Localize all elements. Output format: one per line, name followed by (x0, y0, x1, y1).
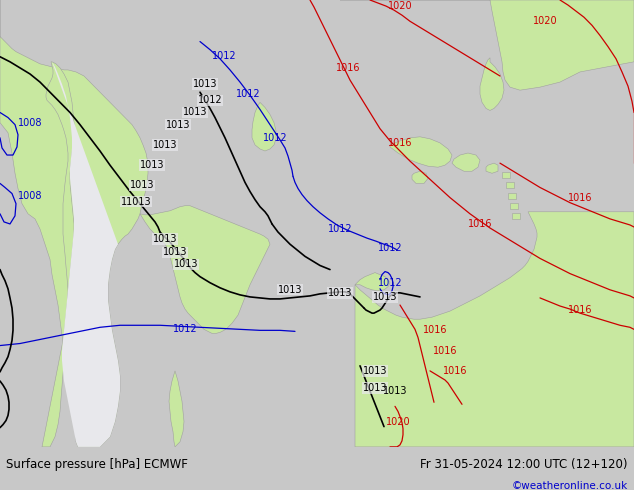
Polygon shape (355, 212, 634, 447)
Text: 1013: 1013 (130, 180, 154, 191)
Text: 1020: 1020 (387, 1, 412, 11)
Text: 1012: 1012 (212, 51, 236, 61)
Text: 1016: 1016 (388, 138, 412, 148)
Text: 1013: 1013 (373, 292, 398, 302)
Text: 1016: 1016 (423, 325, 447, 335)
Text: 1013: 1013 (278, 285, 302, 295)
Polygon shape (340, 0, 634, 90)
Polygon shape (508, 193, 516, 198)
Text: 1013: 1013 (383, 386, 407, 396)
Polygon shape (52, 62, 120, 447)
Text: Fr 31-05-2024 12:00 UTC (12+120): Fr 31-05-2024 12:00 UTC (12+120) (420, 458, 628, 470)
Text: 1020: 1020 (385, 416, 410, 427)
Text: 1016: 1016 (568, 193, 592, 202)
Text: 1013: 1013 (139, 160, 164, 170)
Polygon shape (169, 371, 184, 447)
Polygon shape (355, 272, 390, 291)
Text: Surface pressure [hPa] ECMWF: Surface pressure [hPa] ECMWF (6, 458, 188, 470)
Text: 1016: 1016 (443, 366, 467, 376)
Text: 1012: 1012 (262, 133, 287, 143)
Polygon shape (510, 203, 518, 209)
Polygon shape (252, 102, 276, 151)
Text: 1013: 1013 (363, 366, 387, 376)
Text: 1016: 1016 (468, 219, 492, 229)
Text: 1013: 1013 (163, 247, 187, 257)
Text: 11013: 11013 (120, 196, 152, 207)
Polygon shape (506, 182, 514, 189)
Polygon shape (486, 163, 498, 173)
Text: 1013: 1013 (153, 234, 178, 244)
Text: 1012: 1012 (378, 243, 403, 253)
Polygon shape (452, 153, 480, 171)
Polygon shape (0, 0, 148, 447)
Polygon shape (390, 137, 452, 167)
Text: 1013: 1013 (183, 107, 207, 118)
Polygon shape (140, 206, 270, 333)
Text: 1013: 1013 (193, 79, 217, 89)
Text: 1008: 1008 (18, 118, 42, 127)
Text: 1008: 1008 (18, 191, 42, 200)
Polygon shape (502, 172, 510, 178)
Polygon shape (480, 58, 504, 110)
Text: 1013: 1013 (328, 288, 353, 298)
Text: 1016: 1016 (433, 345, 457, 356)
Text: ©weatheronline.co.uk: ©weatheronline.co.uk (512, 481, 628, 490)
Text: 1012: 1012 (328, 224, 353, 234)
Polygon shape (412, 171, 428, 183)
Text: 1016: 1016 (568, 305, 592, 315)
Text: 1016: 1016 (336, 63, 360, 73)
Text: 1013: 1013 (174, 260, 198, 270)
Text: 1012: 1012 (172, 324, 197, 334)
Text: 1012: 1012 (378, 278, 403, 288)
Polygon shape (42, 62, 74, 447)
Text: 1013: 1013 (165, 120, 190, 130)
Polygon shape (512, 213, 520, 219)
Text: 1013: 1013 (153, 140, 178, 150)
Text: 1012: 1012 (198, 96, 223, 105)
Text: 1020: 1020 (533, 16, 557, 26)
Text: 1013: 1013 (363, 383, 387, 393)
Text: 1012: 1012 (236, 89, 261, 99)
